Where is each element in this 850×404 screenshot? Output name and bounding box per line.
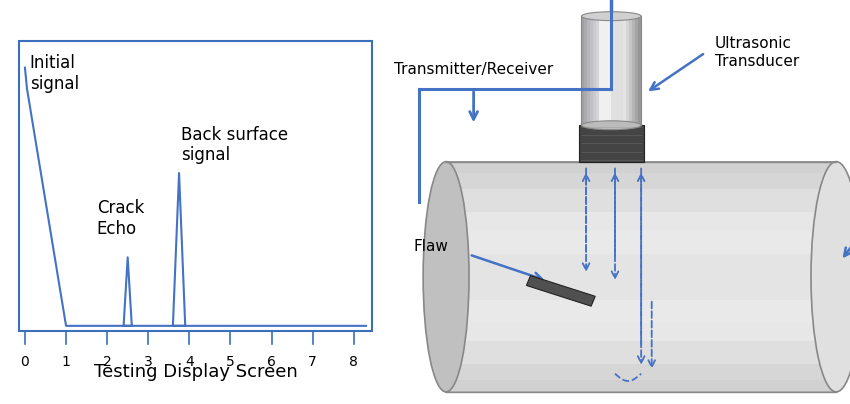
Polygon shape — [599, 16, 603, 125]
Text: Transmitter/Receiver: Transmitter/Receiver — [394, 62, 553, 77]
Polygon shape — [629, 16, 632, 125]
Polygon shape — [591, 16, 593, 125]
Polygon shape — [617, 16, 620, 125]
Text: Crack
Echo: Crack Echo — [97, 199, 144, 238]
Text: Testing Display Screen: Testing Display Screen — [94, 363, 298, 381]
Text: 4: 4 — [185, 355, 194, 369]
Text: Back surface
signal: Back surface signal — [181, 126, 288, 164]
Ellipse shape — [581, 121, 641, 130]
Polygon shape — [446, 162, 836, 392]
Text: 5: 5 — [226, 355, 235, 369]
Ellipse shape — [423, 162, 469, 392]
Text: 8: 8 — [349, 355, 358, 369]
Polygon shape — [585, 16, 587, 125]
Text: 2: 2 — [103, 355, 111, 369]
Text: 6: 6 — [267, 355, 276, 369]
Ellipse shape — [581, 12, 641, 21]
Polygon shape — [632, 16, 635, 125]
Polygon shape — [620, 16, 623, 125]
Text: Initial
signal: Initial signal — [30, 55, 79, 93]
Polygon shape — [446, 189, 836, 364]
Polygon shape — [593, 16, 597, 125]
Polygon shape — [587, 16, 591, 125]
Polygon shape — [635, 16, 638, 125]
Polygon shape — [446, 173, 836, 381]
Polygon shape — [605, 16, 609, 125]
Text: 1: 1 — [61, 355, 71, 369]
Polygon shape — [638, 16, 641, 125]
Text: Ultrasonic
Transducer: Ultrasonic Transducer — [715, 36, 799, 69]
Polygon shape — [581, 16, 585, 125]
Polygon shape — [446, 254, 836, 300]
Text: 7: 7 — [309, 355, 317, 369]
Polygon shape — [446, 162, 836, 392]
Ellipse shape — [811, 162, 850, 392]
Polygon shape — [623, 16, 626, 125]
Polygon shape — [597, 16, 599, 125]
Polygon shape — [611, 16, 615, 125]
Text: 3: 3 — [144, 355, 153, 369]
Polygon shape — [579, 125, 644, 162]
Polygon shape — [626, 16, 629, 125]
Polygon shape — [615, 16, 617, 125]
Polygon shape — [446, 231, 836, 323]
Polygon shape — [603, 16, 605, 125]
Text: 0: 0 — [20, 355, 29, 369]
Polygon shape — [609, 16, 611, 125]
Polygon shape — [526, 276, 595, 306]
Polygon shape — [446, 212, 836, 341]
Text: Flaw: Flaw — [414, 239, 449, 254]
